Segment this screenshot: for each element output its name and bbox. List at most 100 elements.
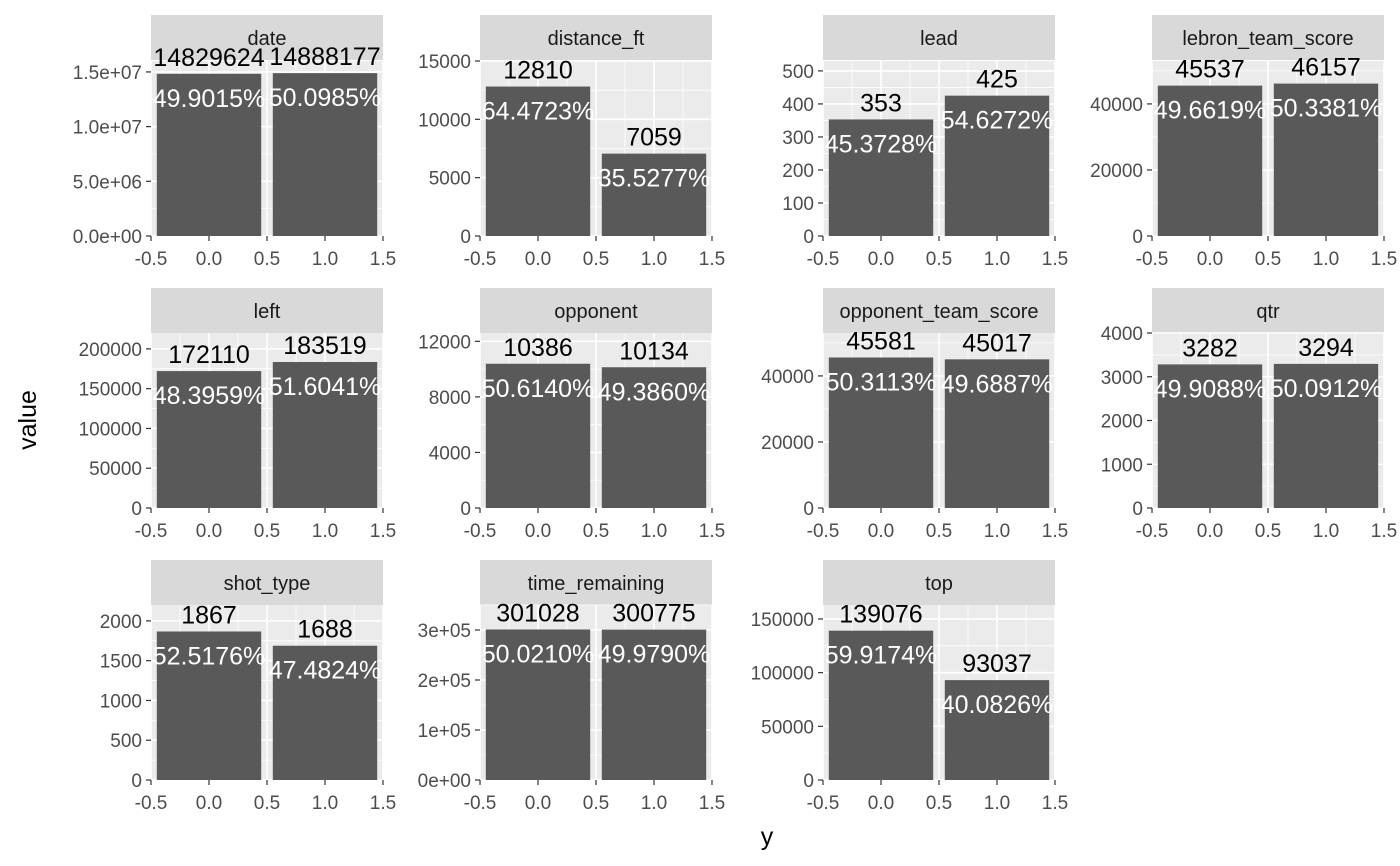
y-tick-label: 0 — [460, 499, 471, 520]
y-tick-label: 12000 — [418, 332, 471, 353]
y-tick-label: 20000 — [761, 433, 814, 454]
facet-strip-label: opponent — [554, 301, 638, 323]
bar-value-label: 353 — [860, 89, 902, 117]
x-tick-label: 1.5 — [1042, 249, 1068, 270]
bar-value-label: 139076 — [839, 601, 922, 629]
bar-value-label: 172110 — [168, 341, 250, 369]
y-tick-label: 2e+05 — [418, 671, 471, 692]
y-tick-label: 1.0e+07 — [73, 118, 142, 139]
y-tick-label: 1.5e+07 — [73, 63, 142, 84]
x-tick-label: 1.5 — [370, 521, 396, 542]
bar-value-label: 46157 — [1291, 54, 1361, 82]
facet-panel-lebron_team_score: lebron_team_score 45537 49.6619% 46157 50.33… — [1090, 15, 1397, 270]
bar-value-label: 300775 — [612, 600, 695, 628]
y-tick-label: 3e+05 — [418, 621, 471, 642]
bar-percent-label: 50.6140% — [482, 375, 595, 403]
bar — [828, 630, 934, 780]
x-tick-label: 0.0 — [868, 793, 894, 814]
bar — [1273, 83, 1379, 236]
y-tick-label: 3000 — [1101, 368, 1143, 389]
x-axis-title: y — [761, 823, 774, 851]
x-tick-label: 0.5 — [254, 793, 280, 814]
bar — [156, 631, 262, 780]
y-tick-label: 1e+05 — [418, 721, 471, 742]
bar — [156, 73, 262, 236]
bar-value-label: 10386 — [503, 334, 573, 362]
y-tick-label: 200 — [782, 161, 814, 182]
y-tick-label: 5.0e+06 — [73, 172, 142, 193]
facet-panel-lead: lead 353 45.3728% 425 54.6272% 0 100 200 300 400 5… — [782, 15, 1068, 270]
bar-percent-label: 50.3381% — [1270, 95, 1383, 123]
bar-value-label: 301028 — [496, 599, 579, 627]
x-tick-label: -0.5 — [464, 793, 497, 814]
y-tick-label: 50000 — [89, 459, 142, 480]
x-tick-label: 0.5 — [254, 249, 280, 270]
bar — [1273, 363, 1379, 508]
y-tick-label: 0 — [460, 227, 471, 248]
x-tick-label: 1.0 — [984, 521, 1010, 542]
x-tick-label: 0.0 — [1197, 249, 1223, 270]
bar-percent-label: 50.3113% — [826, 368, 937, 396]
facet-panel-distance_ft: distance_ft 12810 64.4723% 7059 35.5277% 0 500… — [418, 15, 725, 270]
facet-strip — [151, 560, 383, 605]
bar-value-label: 45017 — [962, 329, 1032, 357]
facet-strip — [1152, 288, 1384, 333]
bar-value-label: 12810 — [503, 57, 573, 85]
bar-percent-label: 48.3959% — [153, 382, 266, 410]
bar-percent-label: 50.0210% — [482, 640, 595, 668]
y-tick-label: 15000 — [418, 52, 471, 73]
x-tick-label: 0.5 — [1255, 249, 1281, 270]
x-tick-label: 1.0 — [641, 793, 667, 814]
facet-strip — [823, 15, 1055, 60]
x-tick-label: -0.5 — [135, 521, 168, 542]
bar-percent-label: 49.6887% — [941, 370, 1054, 398]
x-tick-label: -0.5 — [464, 249, 497, 270]
bar-value-label: 14829624 — [153, 44, 264, 72]
x-tick-label: 0.5 — [583, 249, 609, 270]
facet-strip-label: time_remaining — [528, 573, 665, 595]
facet-strip — [823, 288, 1055, 333]
y-tick-label: 8000 — [429, 388, 471, 409]
facet-strip-label: date — [248, 28, 287, 50]
bar-value-label: 425 — [976, 66, 1018, 94]
facet-strip — [151, 288, 383, 333]
y-tick-label: 0 — [1132, 227, 1143, 248]
bar — [1157, 85, 1263, 236]
x-tick-label: 0.5 — [926, 793, 952, 814]
bar-percent-label: 49.9088% — [1154, 375, 1267, 403]
y-axis-title: value — [14, 390, 42, 450]
facet-strip — [480, 288, 712, 333]
x-tick-label: 1.5 — [1371, 249, 1397, 270]
bar-percent-label: 50.0912% — [1270, 375, 1383, 403]
x-tick-label: 1.0 — [984, 793, 1010, 814]
y-tick-label: 5000 — [429, 169, 471, 190]
y-tick-label: 0 — [131, 499, 142, 520]
bar — [485, 363, 591, 508]
y-tick-label: 100000 — [79, 419, 142, 440]
x-tick-label: -0.5 — [135, 249, 168, 270]
x-tick-label: -0.5 — [1136, 249, 1169, 270]
bar-value-label: 183519 — [283, 332, 366, 360]
x-tick-label: 1.5 — [1042, 793, 1068, 814]
x-tick-label: 0.5 — [926, 521, 952, 542]
x-tick-label: 1.5 — [699, 521, 725, 542]
x-tick-label: 1.0 — [312, 793, 338, 814]
bar-percent-label: 49.9015% — [153, 85, 266, 113]
y-tick-label: 100 — [782, 194, 814, 215]
x-tick-label: -0.5 — [135, 793, 168, 814]
bar-percent-label: 35.5277% — [598, 165, 711, 193]
y-tick-label: 0 — [131, 771, 142, 792]
bar — [601, 629, 707, 780]
x-tick-label: 1.0 — [641, 249, 667, 270]
x-tick-label: 0.0 — [196, 793, 222, 814]
bar-percent-label: 59.9174% — [825, 642, 938, 670]
x-tick-label: 1.0 — [1313, 521, 1339, 542]
y-tick-label: 4000 — [429, 443, 471, 464]
x-tick-label: 1.5 — [370, 249, 396, 270]
bar — [272, 362, 378, 508]
bar — [272, 645, 378, 780]
y-tick-label: 0e+00 — [418, 771, 471, 792]
x-tick-label: 1.5 — [699, 793, 725, 814]
